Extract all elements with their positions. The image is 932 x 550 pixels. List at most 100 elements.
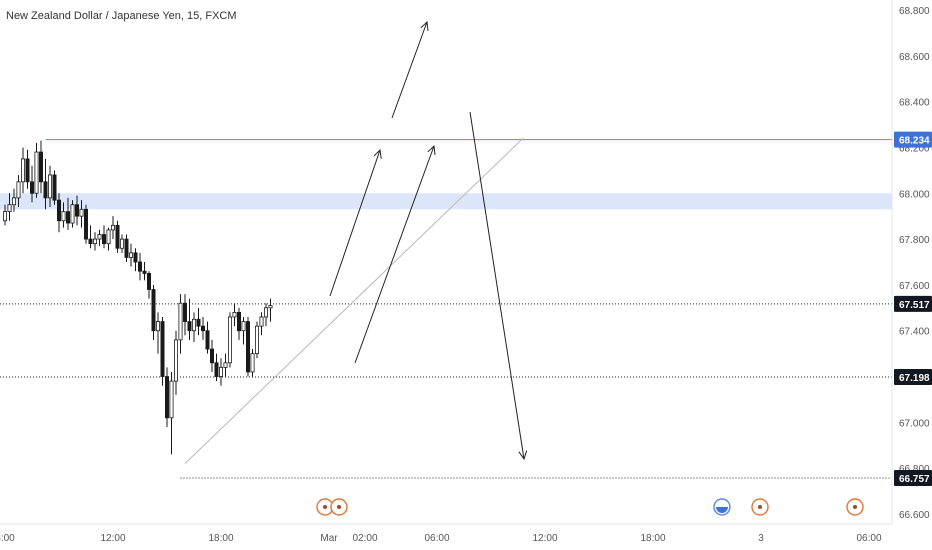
y-tick-label: 68.200	[899, 143, 930, 154]
candle-body[interactable]	[88, 238, 93, 245]
y-tick-label: 67.400	[899, 327, 930, 338]
candle-body[interactable]	[102, 234, 107, 245]
candle-body[interactable]	[93, 238, 98, 245]
price-label-text: 68.234	[899, 136, 930, 147]
candle-body[interactable]	[209, 348, 214, 364]
candle-body[interactable]	[39, 151, 44, 183]
candle-body[interactable]	[61, 211, 66, 222]
candle-body[interactable]	[133, 252, 138, 263]
candle-body[interactable]	[169, 380, 174, 419]
projection-arrow[interactable]	[469, 111, 524, 459]
y-tick-label: 68.400	[899, 98, 930, 109]
y-tick-label: 66.800	[899, 464, 930, 475]
candle-body[interactable]	[16, 181, 21, 199]
candle-body[interactable]	[3, 211, 8, 222]
candle-body[interactable]	[128, 252, 133, 258]
candle-body[interactable]	[196, 318, 201, 327]
event-icon-fill	[716, 507, 728, 513]
price-label-text: 67.198	[899, 373, 930, 384]
candle-body[interactable]	[11, 197, 16, 206]
y-tick-label: 67.600	[899, 281, 930, 292]
x-tick-label: 02:00	[352, 533, 377, 544]
candle-body[interactable]	[124, 238, 129, 258]
candle-body[interactable]	[66, 211, 71, 224]
price-label-badge	[894, 295, 932, 312]
candle-body[interactable]	[29, 181, 34, 194]
trendline[interactable]	[184, 137, 524, 464]
price-label-badge	[894, 131, 932, 148]
candle-body[interactable]	[43, 181, 48, 199]
candle-body[interactable]	[20, 158, 25, 183]
candle-body[interactable]	[75, 204, 80, 217]
projection-arrow[interactable]	[391, 22, 427, 119]
candle-body[interactable]	[160, 321, 165, 377]
y-tick-label: 67.800	[899, 235, 930, 246]
candle-body[interactable]	[111, 224, 116, 231]
candle-body[interactable]	[182, 302, 187, 322]
candle-body[interactable]	[263, 307, 268, 318]
candle-body[interactable]	[218, 366, 223, 377]
x-tick-label: 06:00	[856, 533, 881, 544]
candle-body[interactable]	[223, 362, 228, 368]
candle-body[interactable]	[57, 199, 62, 222]
event-icon-dot	[758, 505, 762, 509]
candle-body[interactable]	[52, 174, 57, 201]
candle-body[interactable]	[84, 208, 89, 240]
projection-arrow[interactable]	[354, 146, 434, 364]
x-tick-label: 12:00	[532, 533, 557, 544]
candle-body[interactable]	[7, 204, 12, 213]
x-tick-label: Mar	[320, 533, 338, 544]
candle-body[interactable]	[227, 316, 232, 364]
candle-body[interactable]	[146, 273, 151, 290]
candle-body[interactable]	[232, 311, 237, 318]
candle-body[interactable]	[236, 311, 241, 332]
y-tick-label: 68.000	[899, 189, 930, 200]
y-tick-label: 66.600	[899, 510, 930, 521]
price-label-text: 67.517	[899, 300, 930, 311]
candle-body[interactable]	[25, 158, 30, 183]
price-label-badge	[894, 470, 932, 487]
candle-body[interactable]	[268, 305, 273, 309]
x-tick-label: 6:00	[0, 533, 15, 544]
candle-body[interactable]	[241, 321, 246, 332]
candle-body[interactable]	[250, 353, 255, 373]
candle-body[interactable]	[106, 229, 111, 245]
candle-body[interactable]	[151, 289, 156, 332]
candle-body[interactable]	[115, 224, 120, 249]
x-tick-label: 12:00	[100, 533, 125, 544]
price-label-badge	[894, 369, 932, 386]
candle-body[interactable]	[200, 325, 205, 332]
candle-body[interactable]	[164, 376, 169, 419]
candle-body[interactable]	[79, 208, 84, 217]
candle-body[interactable]	[214, 362, 219, 377]
price-label-text: 66.757	[899, 474, 930, 485]
x-tick-label: 18:00	[208, 533, 233, 544]
candle-body[interactable]	[137, 261, 142, 272]
chart-title: New Zealand Dollar / Japanese Yen, 15, F…	[6, 10, 237, 22]
event-icon-dot	[853, 505, 857, 509]
candle-body[interactable]	[70, 204, 75, 224]
event-icon-dot	[323, 505, 327, 509]
candle-body[interactable]	[48, 174, 53, 199]
candle-body[interactable]	[34, 151, 39, 194]
y-tick-label: 67.000	[899, 418, 930, 429]
candle-body[interactable]	[97, 234, 102, 240]
candle-body[interactable]	[187, 321, 192, 332]
x-tick-label: 06:00	[424, 533, 449, 544]
projection-arrow[interactable]	[329, 150, 380, 297]
candle-body[interactable]	[120, 238, 125, 249]
candle-body[interactable]	[155, 321, 160, 332]
candle-body[interactable]	[191, 318, 196, 332]
candle-body[interactable]	[259, 316, 264, 327]
supply-zone	[0, 193, 892, 210]
candle-body[interactable]	[254, 325, 259, 355]
candle-body[interactable]	[173, 339, 178, 382]
event-icon-dot	[337, 505, 341, 509]
x-tick-label: 18:00	[640, 533, 665, 544]
candle-body[interactable]	[245, 321, 250, 373]
candle-body[interactable]	[142, 270, 147, 274]
candle-body[interactable]	[205, 330, 210, 350]
candle-body[interactable]	[178, 302, 183, 341]
y-tick-label: 68.600	[899, 52, 930, 63]
